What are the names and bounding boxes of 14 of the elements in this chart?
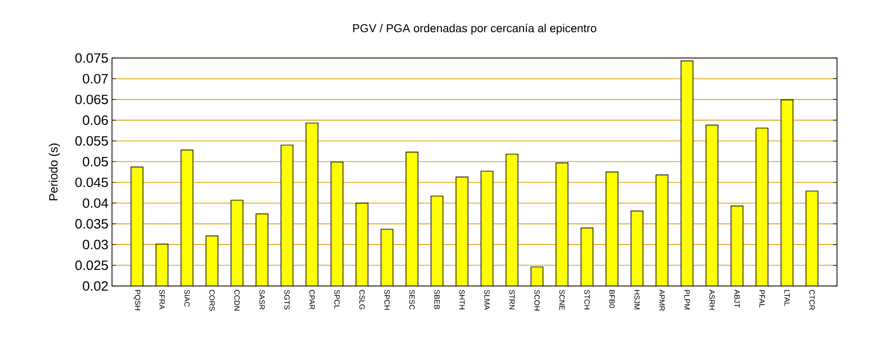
y-axis-title: Periodo (s): [48, 144, 60, 200]
y-tick-label: 0.065: [75, 94, 108, 104]
y-tick-label: 0.025: [75, 260, 108, 270]
y-tick-label: 0.05: [82, 156, 108, 166]
y-tick-label: 0.055: [75, 136, 108, 146]
y-tick-label: 0.075: [75, 53, 108, 63]
y-tick-label: 0.045: [75, 178, 108, 188]
y-tick-label: 0.02: [82, 281, 108, 291]
chart-title: PGV / PGA ordenadas por cercanía al epicentro: [353, 24, 596, 34]
y-tick-label: 0.07: [82, 74, 108, 84]
y-tick-label: 0.03: [82, 240, 108, 250]
y-tick-label: 0.04: [82, 198, 108, 208]
y-tick-label: 0.06: [82, 115, 108, 125]
y-tick-label: 0.035: [75, 219, 108, 229]
